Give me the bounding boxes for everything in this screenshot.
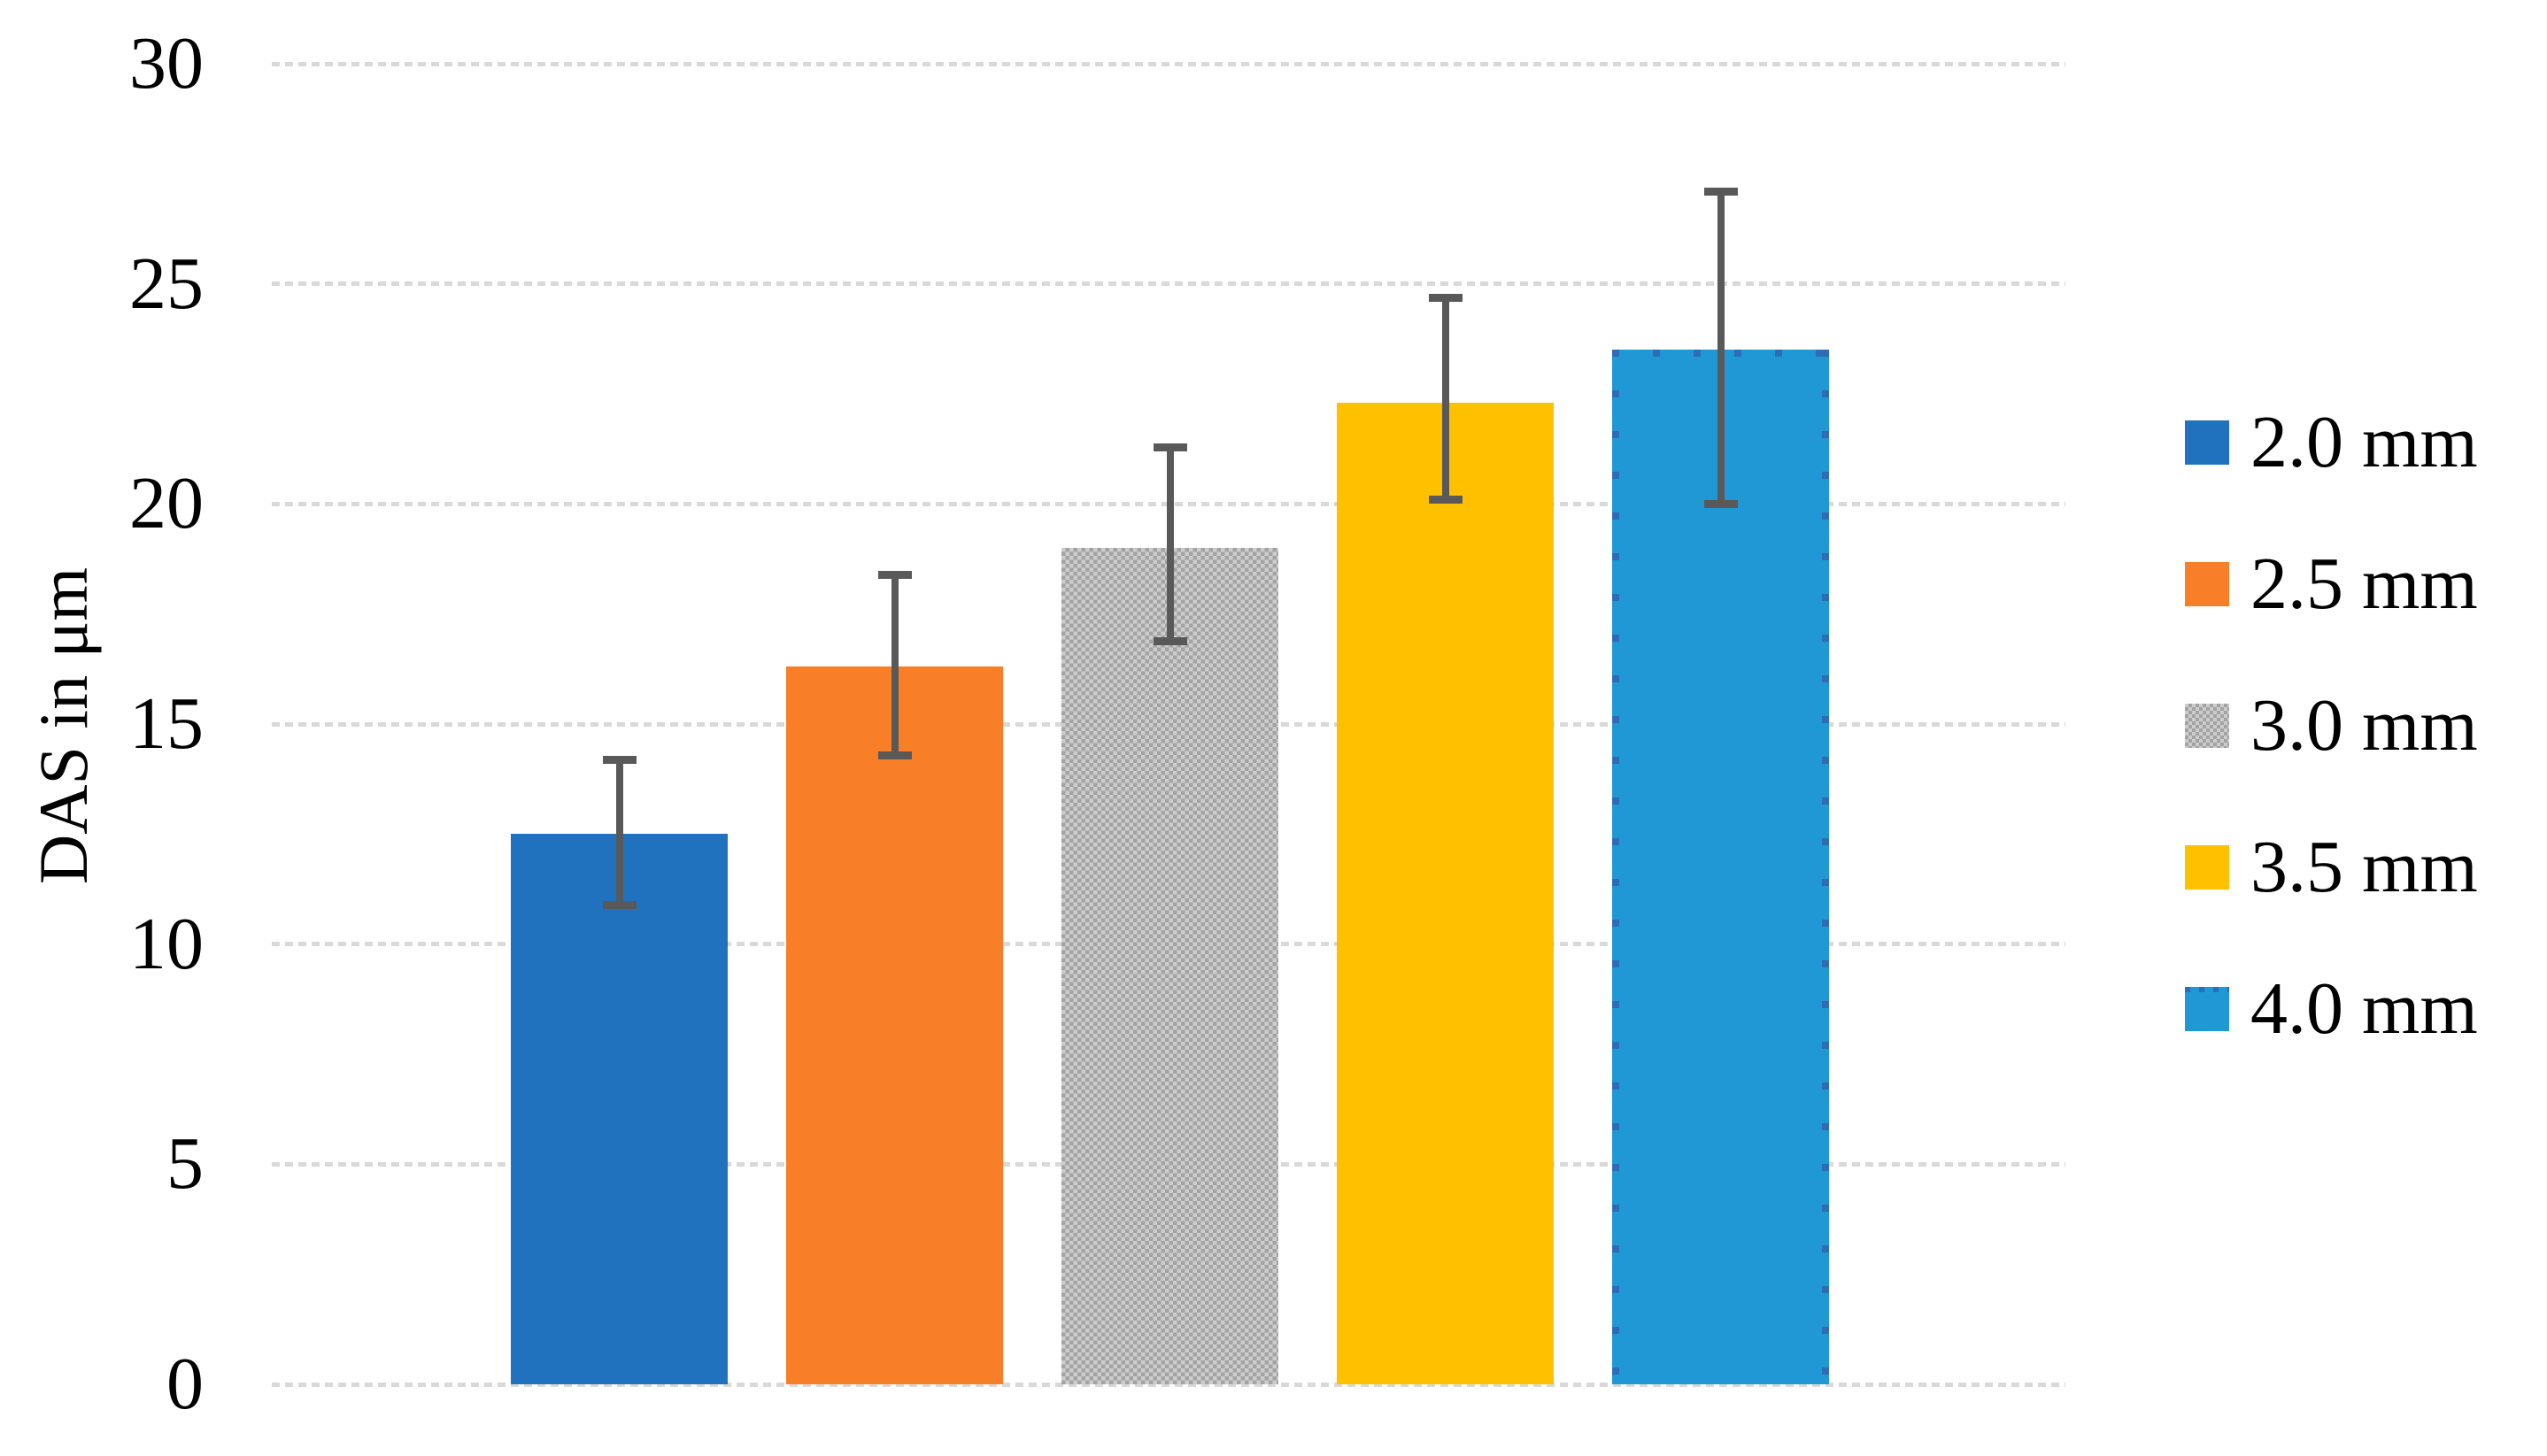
error-bar-cap-bottom (1703, 500, 1738, 509)
legend-item-4.0mm: 4.0 mm (2185, 969, 2478, 1049)
legend-label: 3.5 mm (2250, 826, 2478, 908)
error-bar-line (1441, 297, 1449, 500)
error-bar-line (1717, 191, 1725, 505)
legend-swatch (2185, 704, 2229, 748)
bar-3.0mm (1061, 548, 1278, 1384)
error-bar-cap-top (602, 755, 637, 764)
bar-4.0mm (1612, 350, 1829, 1384)
error-bar-cap-top (1153, 443, 1187, 451)
bar-2.0mm (511, 834, 728, 1384)
y-tick-label: 30 (129, 22, 204, 104)
legend-item-2.0mm: 2.0 mm (2185, 403, 2478, 482)
error-bar-cap-bottom (877, 751, 912, 759)
bar-2.5mm (786, 666, 1003, 1384)
legend-item-3.5mm: 3.5 mm (2185, 828, 2478, 907)
y-tick-label: 10 (129, 902, 204, 985)
legend-item-3.0mm: 3.0 mm (2185, 686, 2478, 766)
legend-swatch (2185, 845, 2229, 890)
y-tick-label: 20 (129, 462, 204, 545)
gridline (272, 281, 2065, 287)
y-tick-label: 0 (166, 1343, 204, 1425)
legend-swatch (2185, 987, 2229, 1031)
error-bar-cap-bottom (1153, 636, 1187, 645)
error-bar-cap-bottom (1428, 496, 1463, 505)
y-tick-label: 15 (129, 682, 204, 765)
bar-3.5mm (1337, 402, 1554, 1384)
error-bar-cap-top (1703, 188, 1738, 196)
legend-label: 4.0 mm (2250, 967, 2478, 1050)
legend-label: 2.5 mm (2250, 543, 2478, 625)
error-bar-cap-top (877, 570, 912, 579)
error-bar-line (615, 759, 623, 905)
legend-label: 2.0 mm (2250, 401, 2478, 483)
gridline (272, 61, 2065, 66)
legend-swatch (2185, 562, 2229, 606)
error-bar-line (1166, 446, 1174, 641)
error-bar-line (891, 574, 899, 755)
legend-swatch (2185, 420, 2229, 465)
y-tick-label: 25 (129, 242, 204, 325)
legend-label: 3.0 mm (2250, 684, 2478, 767)
legend-item-2.5mm: 2.5 mm (2185, 544, 2478, 624)
gridline (272, 1382, 2065, 1387)
error-bar-cap-bottom (602, 900, 637, 909)
y-tick-label: 5 (166, 1122, 204, 1206)
error-bar-cap-top (1428, 293, 1463, 302)
